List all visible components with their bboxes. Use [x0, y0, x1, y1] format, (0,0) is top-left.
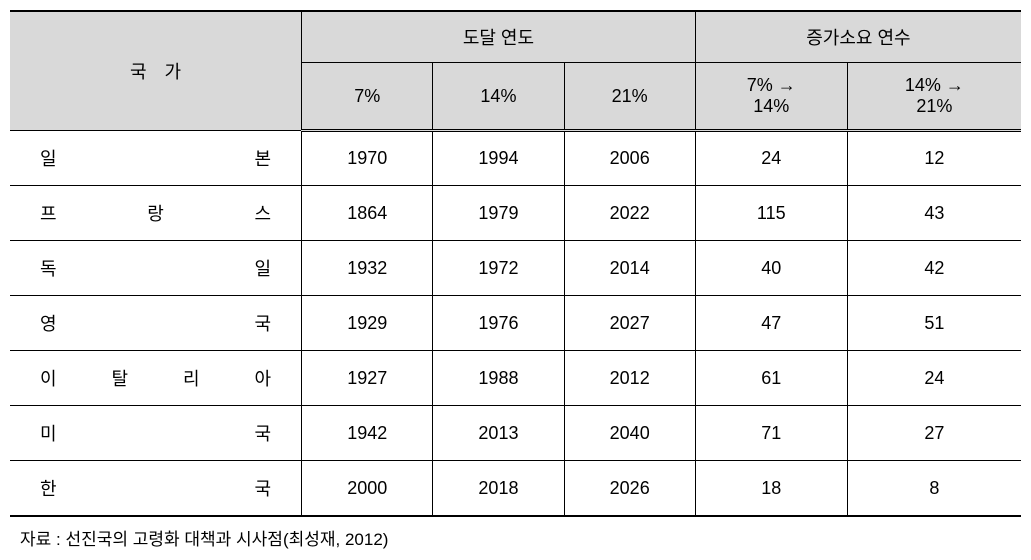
country-name: 이탈리아: [40, 365, 271, 391]
country-cell: 일본: [10, 131, 302, 186]
data-cell: 1970: [302, 131, 433, 186]
country-cell: 독일: [10, 241, 302, 296]
data-cell: 1994: [433, 131, 564, 186]
data-cell: 12: [847, 131, 1021, 186]
data-cell: 2006: [564, 131, 695, 186]
table-row: 영국 1929197620274751: [10, 296, 1021, 351]
aging-table-container: 국 가 도달 연도 증가소요 연수 7% 14% 21% 7% → 14% 14…: [10, 10, 1021, 550]
header-row-1: 국 가 도달 연도 증가소요 연수: [10, 11, 1021, 63]
data-cell: 2018: [433, 461, 564, 517]
data-cell: 51: [847, 296, 1021, 351]
data-cell: 27: [847, 406, 1021, 461]
table-row: 미국 1942201320407127: [10, 406, 1021, 461]
data-cell: 2014: [564, 241, 695, 296]
data-cell: 47: [695, 296, 847, 351]
data-cell: 24: [847, 351, 1021, 406]
table-row: 한국 200020182026188: [10, 461, 1021, 517]
country-cell: 영국: [10, 296, 302, 351]
data-cell: 43: [847, 186, 1021, 241]
table-row: 이탈리아 1927198820126124: [10, 351, 1021, 406]
aging-table: 국 가 도달 연도 증가소요 연수 7% 14% 21% 7% → 14% 14…: [10, 10, 1021, 517]
data-cell: 61: [695, 351, 847, 406]
header-21pct: 21%: [564, 63, 695, 131]
data-cell: 1929: [302, 296, 433, 351]
table-body: 일본1970199420062412프랑스18641979202211543독일…: [10, 131, 1021, 517]
country-name: 미국: [40, 420, 271, 446]
data-cell: 18: [695, 461, 847, 517]
data-cell: 2040: [564, 406, 695, 461]
data-cell: 2000: [302, 461, 433, 517]
country-cell: 한국: [10, 461, 302, 517]
country-name: 영국: [40, 310, 271, 336]
data-cell: 2026: [564, 461, 695, 517]
data-cell: 2022: [564, 186, 695, 241]
header-reach-year: 도달 연도: [302, 11, 696, 63]
data-cell: 8: [847, 461, 1021, 517]
data-cell: 42: [847, 241, 1021, 296]
table-row: 일본 1970199420062412: [10, 131, 1021, 186]
data-cell: 1979: [433, 186, 564, 241]
data-cell: 2012: [564, 351, 695, 406]
data-cell: 1942: [302, 406, 433, 461]
header-country: 국 가: [10, 11, 302, 131]
country-cell: 이탈리아: [10, 351, 302, 406]
country-name: 한국: [40, 475, 271, 501]
data-cell: 1976: [433, 296, 564, 351]
data-cell: 40: [695, 241, 847, 296]
country-name: 일본: [40, 145, 271, 171]
data-cell: 1864: [302, 186, 433, 241]
header-7-14: 7% → 14%: [695, 63, 847, 131]
header-increase-years: 증가소요 연수: [695, 11, 1021, 63]
data-cell: 1927: [302, 351, 433, 406]
country-cell: 미국: [10, 406, 302, 461]
data-cell: 2013: [433, 406, 564, 461]
data-cell: 1972: [433, 241, 564, 296]
data-cell: 115: [695, 186, 847, 241]
table-row: 프랑스 18641979202211543: [10, 186, 1021, 241]
country-cell: 프랑스: [10, 186, 302, 241]
data-cell: 2027: [564, 296, 695, 351]
header-14-21: 14% → 21%: [847, 63, 1021, 131]
header-14pct: 14%: [433, 63, 564, 131]
country-name: 독일: [40, 255, 271, 281]
table-row: 독일 1932197220144042: [10, 241, 1021, 296]
data-cell: 71: [695, 406, 847, 461]
country-name: 프랑스: [40, 200, 271, 226]
header-7pct: 7%: [302, 63, 433, 131]
source-note: 자료 : 선진국의 고령화 대책과 시사점(최성재, 2012): [10, 525, 1021, 550]
data-cell: 24: [695, 131, 847, 186]
data-cell: 1932: [302, 241, 433, 296]
data-cell: 1988: [433, 351, 564, 406]
